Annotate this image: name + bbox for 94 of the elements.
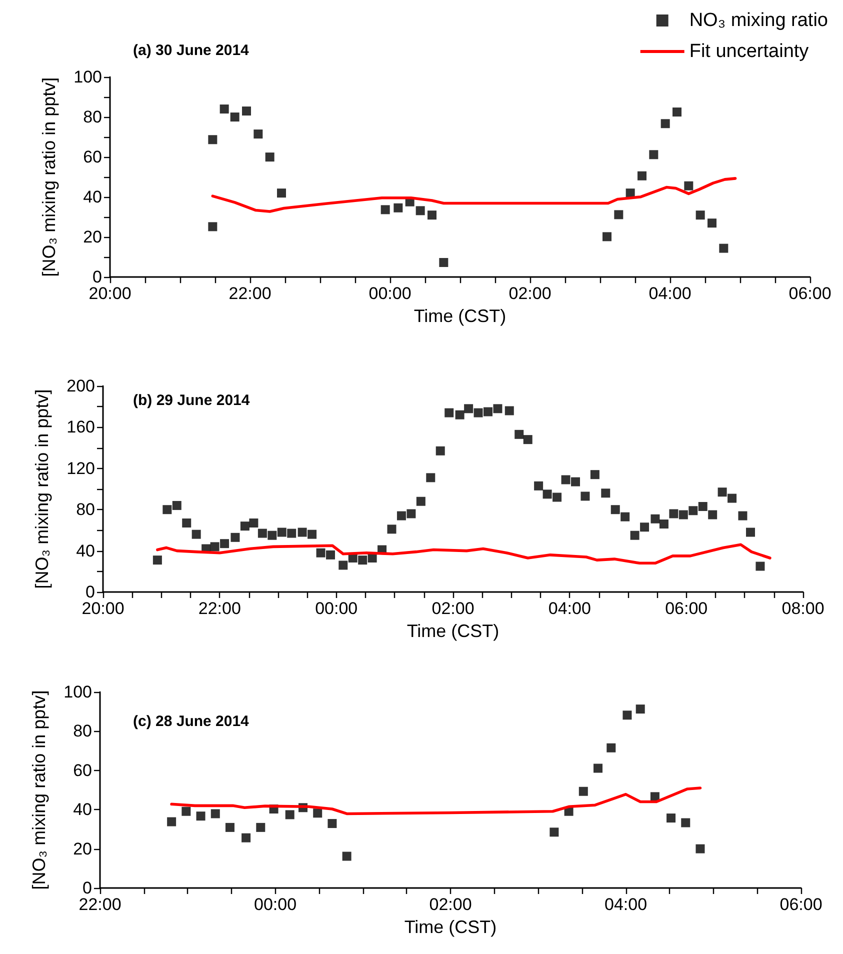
point xyxy=(265,152,274,162)
point xyxy=(208,135,218,144)
x-tick-label: 06:00 xyxy=(788,284,832,304)
chart-title: (a) 30 June 2014 xyxy=(133,42,250,59)
point xyxy=(636,704,645,714)
y-tick-label: 40 xyxy=(83,188,102,207)
point xyxy=(394,203,403,212)
point xyxy=(696,844,705,854)
line-series xyxy=(170,786,702,816)
point xyxy=(696,210,705,220)
point xyxy=(328,819,337,828)
point xyxy=(225,822,234,832)
point xyxy=(666,814,676,823)
legend-label: Fit uncertainty xyxy=(689,41,810,62)
point xyxy=(285,810,294,820)
y-axis-title: [NO₃ mixing ratio in pptv] xyxy=(29,690,49,890)
y-axis-title: [NO₃ mixing ratio in pptv] xyxy=(39,77,59,277)
y-tick-label: 0 xyxy=(86,582,95,602)
y-tick-label: 60 xyxy=(73,760,92,780)
y-tick-label: 60 xyxy=(83,148,102,167)
point xyxy=(208,222,218,232)
point xyxy=(681,818,690,828)
x-tick-label: 02:00 xyxy=(432,599,474,618)
y-tick-label: 40 xyxy=(73,800,92,820)
point xyxy=(196,812,206,821)
x-tick-label: 04:00 xyxy=(648,284,692,304)
x-tick-label: 22:00 xyxy=(228,284,272,304)
x-tick-label: 00:00 xyxy=(368,284,412,304)
y-tick-label: 100 xyxy=(64,682,92,702)
point xyxy=(380,205,390,214)
y-axis-title: [NO₃ mixing ratio in pptv] xyxy=(32,389,52,589)
point xyxy=(708,218,716,228)
x-axis-title: Time (CST) xyxy=(404,916,497,937)
y-tick-label: 0 xyxy=(82,878,92,898)
text: (c) 28 June 2014 xyxy=(133,713,250,730)
point xyxy=(602,232,612,242)
point xyxy=(210,809,220,818)
point xyxy=(719,244,728,253)
point xyxy=(638,171,646,180)
x-tick-label: 00:00 xyxy=(315,599,358,618)
point xyxy=(578,786,588,796)
line-series xyxy=(211,177,737,213)
point xyxy=(684,181,694,190)
point xyxy=(672,108,682,117)
point xyxy=(254,130,263,139)
y-tick-label: 80 xyxy=(73,722,92,741)
y-tick-label: 20 xyxy=(83,228,102,247)
point xyxy=(550,828,559,837)
y-tick-label: 80 xyxy=(76,500,95,520)
point xyxy=(606,743,616,752)
point xyxy=(242,833,251,842)
x-tick-label: 00:00 xyxy=(254,895,297,914)
x-tick-label: 06:00 xyxy=(780,895,822,914)
x-tick-label: 04:00 xyxy=(604,895,648,914)
x-tick-label: 22:00 xyxy=(198,599,241,618)
x-tick-label: 22:00 xyxy=(78,895,122,914)
point xyxy=(649,150,658,160)
x-tick-label: 08:00 xyxy=(782,599,824,618)
y-tick-label: 160 xyxy=(66,418,95,437)
x-tick-label: 20:00 xyxy=(88,284,132,304)
point xyxy=(167,817,176,826)
line-series xyxy=(156,543,772,565)
x-tick-label: 04:00 xyxy=(548,599,591,618)
point xyxy=(416,206,425,216)
point xyxy=(428,210,436,220)
x-tick-label: 02:00 xyxy=(429,895,472,914)
point xyxy=(594,764,602,773)
point xyxy=(342,852,352,861)
point xyxy=(277,188,286,198)
point xyxy=(230,112,240,122)
point xyxy=(650,792,660,802)
point xyxy=(313,808,322,818)
point xyxy=(182,806,191,816)
x-tick-label: 20:00 xyxy=(82,599,124,618)
y-tick-label: 0 xyxy=(92,268,102,287)
y-tick-label: 20 xyxy=(73,839,92,858)
x-tick-label: 06:00 xyxy=(665,599,708,618)
y-tick-label: 100 xyxy=(74,68,102,86)
y-tick-label: 40 xyxy=(76,541,95,560)
y-tick-label: 200 xyxy=(66,376,95,396)
chart-title: (b) 29 June 2014 xyxy=(133,392,250,409)
point xyxy=(256,822,266,832)
x-axis-title: Time (CST) xyxy=(414,306,506,326)
y-tick-label: 80 xyxy=(83,108,102,127)
x-axis-title: Time (CST) xyxy=(406,620,500,641)
point xyxy=(622,710,632,720)
point xyxy=(660,119,670,128)
point xyxy=(242,106,251,116)
legend-label: NO₃ mixing ratio xyxy=(689,10,828,31)
y-tick-label: 120 xyxy=(66,458,95,478)
x-tick-label: 02:00 xyxy=(508,284,552,304)
point xyxy=(220,104,229,114)
point xyxy=(614,210,624,220)
point xyxy=(439,258,448,267)
